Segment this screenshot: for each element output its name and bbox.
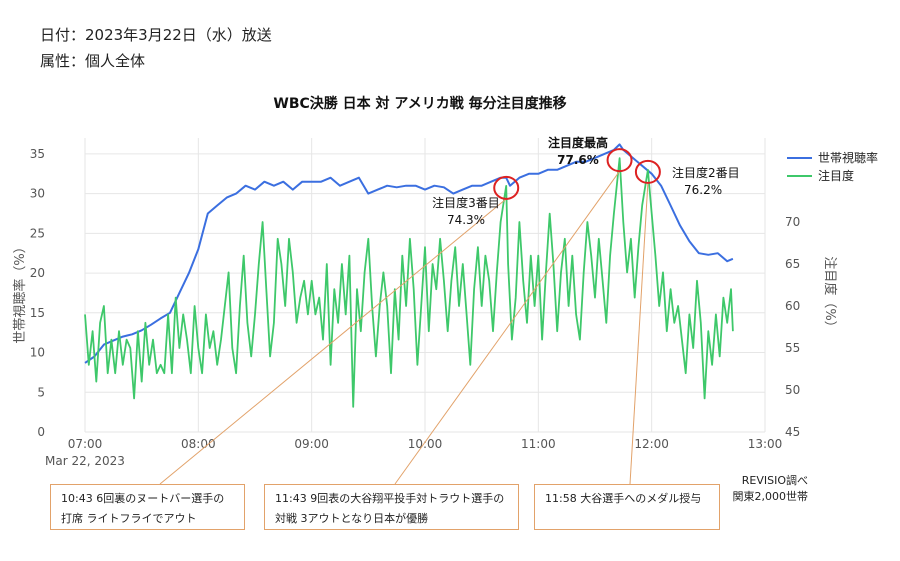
y-left-axis-label: 世帯視聴率（%） bbox=[12, 240, 28, 343]
annotation-circle bbox=[493, 175, 520, 200]
x-tick-label: 08:00 bbox=[181, 437, 216, 451]
annotation-circle bbox=[606, 148, 633, 173]
annotation-leader-line bbox=[159, 198, 507, 485]
chart-title: WBC決勝 日本 対 アメリカ戦 毎分注目度推移 bbox=[273, 95, 566, 112]
annotation-leader-line bbox=[394, 170, 620, 485]
y-right-tick-label: 65 bbox=[785, 257, 800, 271]
y-left-tick-label: 25 bbox=[30, 226, 45, 240]
x-tick-label: 11:00 bbox=[521, 437, 556, 451]
annotation-leader-line bbox=[629, 182, 649, 485]
legend-label: 世帯視聴率 bbox=[818, 150, 878, 165]
y-right-axis-label: 注目度（%） bbox=[822, 256, 838, 333]
callout-event-1: 10:43 6回裏のヌートバー選手の打席 ライトフライでアウト bbox=[50, 484, 245, 530]
y-right-tick-label: 45 bbox=[785, 425, 800, 439]
annotation-label: 注目度最高 bbox=[548, 135, 608, 150]
annotation-value: 76.2% bbox=[684, 183, 722, 197]
x-date-label: Mar 22, 2023 bbox=[45, 454, 125, 468]
source-note: REVISIO調べ bbox=[741, 474, 808, 487]
callout-event-3: 11:58 大谷選手へのメダル授与 bbox=[534, 484, 720, 530]
audience-attribute: 属性：個人全体 bbox=[40, 52, 146, 70]
x-tick-label: 07:00 bbox=[68, 437, 103, 451]
y-left-tick-label: 10 bbox=[30, 346, 45, 360]
y-right-tick-label: 70 bbox=[785, 215, 800, 229]
annotation-circle bbox=[634, 159, 661, 184]
series-line-attention bbox=[84, 157, 734, 408]
sample-note: 関東2,000世帯 bbox=[732, 490, 809, 503]
annotation-value: 74.3% bbox=[447, 213, 485, 227]
annotation-label: 注目度2番目 bbox=[672, 165, 740, 180]
x-tick-label: 10:00 bbox=[408, 437, 443, 451]
annotation-label: 注目度3番目 bbox=[432, 195, 500, 210]
callout-event-2: 11:43 9回表の大谷翔平投手対トラウト選手の対戦 3アウトとなり日本が優勝 bbox=[264, 484, 519, 530]
y-left-tick-label: 0 bbox=[37, 425, 45, 439]
y-left-tick-label: 5 bbox=[37, 385, 45, 399]
x-tick-label: 12:00 bbox=[634, 437, 669, 451]
y-right-tick-label: 60 bbox=[785, 299, 800, 313]
legend-label: 注目度 bbox=[818, 168, 854, 183]
x-tick-label: 13:00 bbox=[748, 437, 783, 451]
annotation-value: 77.6% bbox=[557, 153, 599, 167]
y-right-tick-label: 55 bbox=[785, 341, 800, 355]
y-right-tick-label: 50 bbox=[785, 383, 800, 397]
y-left-tick-label: 35 bbox=[30, 147, 45, 161]
broadcast-date: 日付：2023年3月22日（水）放送 bbox=[40, 26, 272, 44]
y-left-tick-label: 20 bbox=[30, 266, 45, 280]
x-tick-label: 09:00 bbox=[294, 437, 329, 451]
y-left-tick-label: 30 bbox=[30, 187, 45, 201]
y-left-tick-label: 15 bbox=[30, 306, 45, 320]
